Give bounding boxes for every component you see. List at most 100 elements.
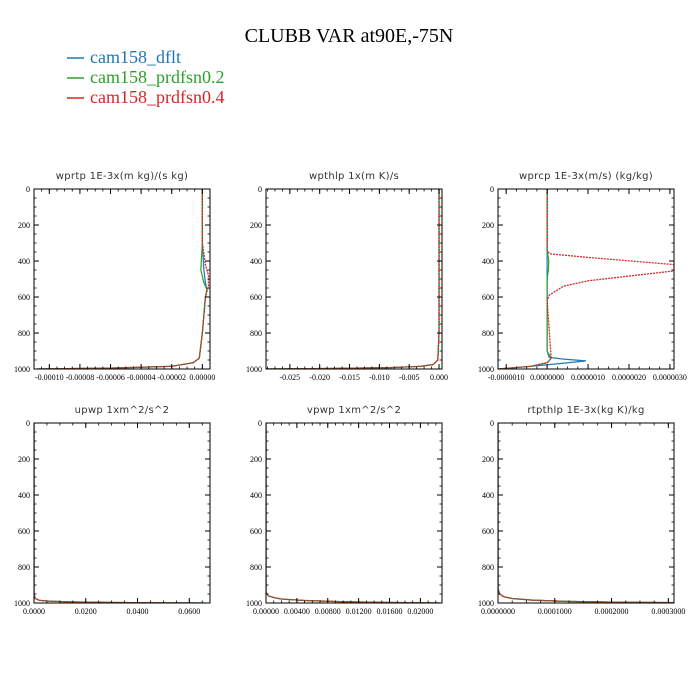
- series-line-0: [34, 423, 205, 603]
- panel-title: vpwp 1xm^2/s^2: [307, 405, 401, 416]
- x-tick-label: 0.01600: [377, 607, 403, 616]
- legend-entry-0: cam158_dflt: [67, 47, 181, 67]
- y-tick-label: 200: [250, 221, 262, 230]
- y-tick-label: 1000: [14, 365, 30, 374]
- y-tick-label: 0: [490, 419, 494, 428]
- x-tick-label: -0.00010: [35, 373, 64, 382]
- y-tick-label: 400: [482, 257, 494, 266]
- x-tick-label: 0.0003000: [651, 607, 685, 616]
- panel-2: wprcp 1E-3x(m/s) (kg/kg) 0 200 400 600 800 100…: [478, 171, 687, 382]
- panel-title: rtpthlp 1E-3x(kg K)/kg: [527, 405, 644, 416]
- x-tick-label: -0.00004: [127, 373, 156, 382]
- plot-frame: [265, 422, 443, 604]
- y-tick-label: 800: [482, 329, 494, 338]
- series-line-2: [266, 423, 440, 603]
- legend-label-0: cam158_dflt: [90, 47, 181, 67]
- series-line-1: [498, 423, 674, 603]
- plot-frame: [33, 422, 211, 604]
- series-line-0: [498, 423, 674, 603]
- legend: cam158_dflt cam158_prdfsn0.2 cam158_prdf…: [67, 47, 224, 107]
- x-tick-label: 0.00400: [284, 607, 310, 616]
- panels: wprtp 1E-3x(m kg)/(s kg) 0 200 400 600 800 100…: [14, 171, 687, 616]
- y-tick-label: 200: [250, 455, 262, 464]
- x-tick-label: 0.0000030: [653, 373, 687, 382]
- series-line-0: [266, 189, 440, 369]
- y-tick-label: 0: [490, 185, 494, 194]
- y-tick-label: 400: [250, 257, 262, 266]
- legend-label-2: cam158_prdfsn0.4: [90, 87, 224, 107]
- x-tick-label: 0.0000020: [612, 373, 646, 382]
- x-tick-label: 0.0000010: [571, 373, 605, 382]
- y-tick-label: 400: [18, 257, 30, 266]
- panel-5: rtpthlp 1E-3x(kg K)/kg020040060080010000…: [478, 405, 685, 616]
- x-tick-label: 0.02000: [407, 607, 433, 616]
- plot-frame: [497, 188, 675, 370]
- y-tick-label: 0: [26, 185, 30, 194]
- x-tick-label: 0.0400: [127, 607, 149, 616]
- x-tick-label: 0.01200: [346, 607, 372, 616]
- series-group: [37, 189, 210, 369]
- x-tick-label: 0.000: [430, 373, 448, 382]
- series-line-0: [266, 423, 440, 603]
- x-tick-label: -0.015: [339, 373, 360, 382]
- series-line-0: [37, 189, 208, 369]
- plot-frame: [265, 188, 443, 370]
- x-tick-label: 0.0001000: [538, 607, 572, 616]
- x-tick-label: 0.00000: [189, 373, 215, 382]
- y-tick-label: 800: [250, 329, 262, 338]
- x-tick-label: 0.0600: [178, 607, 200, 616]
- y-tick-label: 200: [482, 455, 494, 464]
- x-tick-label: -0.00002: [157, 373, 186, 382]
- y-tick-label: 1000: [246, 599, 262, 608]
- y-tick-label: 1000: [478, 365, 494, 374]
- x-tick-label: -0.010: [369, 373, 390, 382]
- plot-frame: [33, 188, 211, 370]
- y-tick-label: 600: [18, 527, 30, 536]
- series-group: [498, 423, 674, 603]
- y-tick-label: 600: [18, 293, 30, 302]
- series-line-2: [37, 189, 210, 369]
- x-tick-label: 0.0000000: [530, 373, 564, 382]
- y-tick-label: 800: [18, 563, 30, 572]
- y-tick-label: 0: [258, 185, 262, 194]
- series-line-1: [37, 189, 208, 369]
- series-group: [34, 423, 205, 603]
- y-tick-label: 800: [250, 563, 262, 572]
- y-tick-label: 0: [26, 419, 30, 428]
- legend-label-1: cam158_prdfsn0.2: [90, 67, 224, 87]
- legend-entry-2: cam158_prdfsn0.4: [67, 87, 224, 107]
- y-tick-label: 800: [482, 563, 494, 572]
- series-group: [266, 423, 440, 603]
- y-tick-label: 600: [250, 527, 262, 536]
- x-tick-label: -0.025: [280, 373, 301, 382]
- x-tick-label: -0.00008: [66, 373, 95, 382]
- plot-frame: [497, 422, 675, 604]
- panel-title: upwp 1xm^2/s^2: [75, 405, 170, 416]
- y-tick-label: 0: [258, 419, 262, 428]
- y-tick-label: 400: [250, 491, 262, 500]
- x-tick-label: 0.0200: [75, 607, 97, 616]
- y-tick-label: 600: [250, 293, 262, 302]
- panel-0: wprtp 1E-3x(m kg)/(s kg) 0 200 400 600 800 100…: [14, 171, 215, 382]
- series-line-1: [498, 189, 552, 369]
- legend-entry-1: cam158_prdfsn0.2: [67, 67, 224, 87]
- x-tick-label: 0.00000: [253, 607, 279, 616]
- panel-title: wprtp 1E-3x(m kg)/(s kg): [56, 171, 188, 182]
- x-tick-label: -0.00006: [96, 373, 125, 382]
- y-tick-label: 1000: [14, 599, 30, 608]
- y-tick-label: 1000: [246, 365, 262, 374]
- y-tick-label: 400: [482, 491, 494, 500]
- x-tick-label: -0.005: [399, 373, 420, 382]
- series-group: [266, 189, 440, 369]
- y-tick-label: 1000: [478, 599, 494, 608]
- series-line-2: [498, 423, 674, 603]
- y-tick-label: 800: [18, 329, 30, 338]
- y-tick-label: 200: [482, 221, 494, 230]
- series-line-1: [266, 423, 440, 603]
- x-tick-label: 0.0000: [23, 607, 45, 616]
- x-tick-label: -0.020: [309, 373, 330, 382]
- panel-title: wprcp 1E-3x(m/s) (kg/kg): [519, 171, 653, 182]
